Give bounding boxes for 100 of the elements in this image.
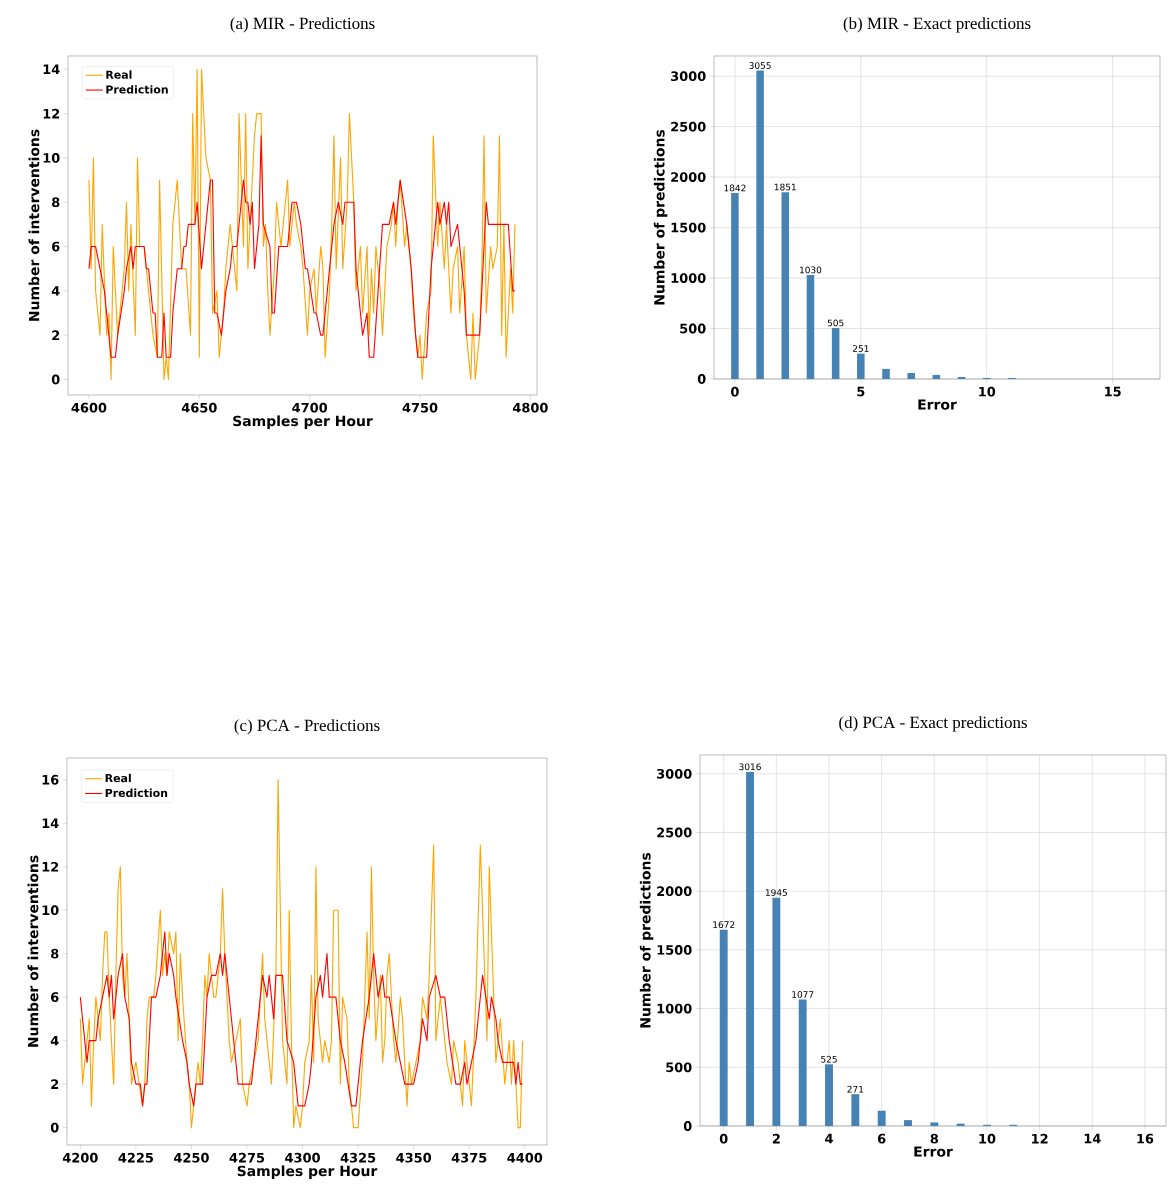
x-tick-label: 4350 bbox=[396, 1152, 432, 1163]
x-tick-label: 4 bbox=[825, 1133, 833, 1144]
y-tick-label: 0 bbox=[51, 374, 60, 385]
x-tick-label: 4300 bbox=[285, 1152, 320, 1163]
data-label: 525 bbox=[821, 1055, 837, 1063]
bar bbox=[957, 376, 966, 379]
bar bbox=[781, 192, 790, 379]
x-tick-label: 14 bbox=[1084, 1133, 1101, 1144]
y-tick-label: 1500 bbox=[657, 944, 692, 955]
data-label: 251 bbox=[852, 345, 869, 352]
y-tick-label: 500 bbox=[666, 1062, 692, 1073]
x-axis-title: Error bbox=[918, 399, 957, 410]
x-tick-label: 10 bbox=[979, 386, 996, 397]
x-axis-title: Error bbox=[914, 1146, 953, 1157]
y-tick-label: 2000 bbox=[671, 172, 706, 183]
x-axis-title: Samples per Hour bbox=[237, 1165, 378, 1179]
y-tick-label: 14 bbox=[42, 818, 59, 828]
x-tick-label: 4400 bbox=[507, 1152, 543, 1163]
y-tick-label: 2500 bbox=[671, 121, 706, 132]
y-tick-label: 2500 bbox=[657, 827, 692, 838]
x-axis-title: Samples per Hour bbox=[233, 415, 373, 429]
bar bbox=[731, 193, 739, 379]
y-tick-label: 2 bbox=[51, 1079, 59, 1089]
y-tick-label: 3000 bbox=[657, 768, 692, 779]
bar bbox=[746, 771, 754, 1126]
x-tick-label: 5 bbox=[857, 386, 865, 397]
bar bbox=[851, 1094, 860, 1126]
x-tick-label: 4275 bbox=[229, 1152, 265, 1163]
x-tick-label: 4800 bbox=[512, 402, 548, 413]
bar bbox=[907, 372, 915, 379]
y-tick-label: 10 bbox=[43, 153, 60, 163]
x-tick-label: 4250 bbox=[174, 1152, 209, 1163]
x-tick-label: 6 bbox=[877, 1133, 886, 1144]
y-axis-title: Number of predictions bbox=[639, 852, 654, 1028]
x-tick-label: 0 bbox=[731, 386, 739, 397]
x-tick-label: 4700 bbox=[292, 402, 328, 413]
chart-title: (d) PCA - Exact predictions bbox=[839, 716, 1027, 732]
bar bbox=[904, 1120, 912, 1126]
y-tick-label: 8 bbox=[51, 948, 59, 959]
bar bbox=[932, 374, 941, 379]
data-label: 1945 bbox=[765, 889, 787, 896]
bar bbox=[825, 1064, 833, 1126]
x-tick-label: 4750 bbox=[402, 402, 438, 413]
y-tick-label: 0 bbox=[683, 1121, 692, 1131]
data-label: 1030 bbox=[800, 266, 822, 274]
x-tick-label: 4325 bbox=[340, 1152, 376, 1163]
y-tick-label: 12 bbox=[42, 861, 59, 872]
x-tick-label: 2 bbox=[772, 1133, 780, 1144]
bar bbox=[877, 1110, 886, 1126]
y-tick-label: 2000 bbox=[657, 886, 692, 897]
x-tick-label: 4200 bbox=[62, 1152, 98, 1163]
data-label: 505 bbox=[827, 319, 844, 327]
bar bbox=[831, 328, 840, 379]
data-label: 3016 bbox=[739, 763, 761, 771]
chart-title: (a) MIR - Predictions bbox=[230, 17, 375, 33]
y-tick-label: 14 bbox=[43, 64, 60, 74]
bar bbox=[857, 353, 865, 379]
x-tick-label: 8 bbox=[930, 1133, 939, 1144]
y-tick-label: 4 bbox=[51, 286, 60, 296]
y-tick-label: 6 bbox=[51, 992, 59, 1003]
data-label: 3055 bbox=[749, 62, 771, 69]
x-tick-label: 12 bbox=[1032, 1133, 1048, 1144]
y-tick-label: 16 bbox=[42, 774, 59, 785]
y-axis-title: Number of interventions bbox=[28, 129, 40, 321]
x-tick-label: 15 bbox=[1105, 386, 1121, 397]
y-tick-label: 4 bbox=[50, 1035, 59, 1046]
y-tick-label: 0 bbox=[697, 374, 706, 384]
x-tick-label: 4650 bbox=[181, 402, 217, 413]
y-tick-label: 1500 bbox=[671, 222, 706, 233]
data-label: 1672 bbox=[713, 921, 735, 928]
y-tick-label: 3000 bbox=[671, 71, 706, 82]
legend-label: Real bbox=[106, 70, 132, 79]
legend-label: Prediction bbox=[106, 85, 168, 94]
bar bbox=[882, 368, 890, 379]
bar bbox=[930, 1122, 939, 1126]
x-tick-label: 4600 bbox=[71, 402, 107, 413]
y-tick-label: 1000 bbox=[671, 273, 706, 283]
chart-title: (c) PCA - Predictions bbox=[234, 719, 380, 735]
y-tick-label: 500 bbox=[680, 323, 706, 334]
legend-label: Real bbox=[105, 773, 131, 783]
bar bbox=[772, 897, 781, 1126]
y-tick-label: 1000 bbox=[657, 1003, 692, 1014]
bar bbox=[806, 275, 815, 379]
chart-title: (b) MIR - Exact predictions bbox=[843, 17, 1031, 33]
y-tick-label: 8 bbox=[52, 197, 60, 208]
legend-label: Prediction bbox=[105, 788, 168, 798]
bar bbox=[719, 929, 728, 1126]
y-tick-label: 12 bbox=[43, 108, 60, 119]
x-tick-label: 16 bbox=[1137, 1133, 1154, 1144]
y-tick-label: 10 bbox=[42, 905, 59, 916]
data-label: 1851 bbox=[774, 183, 796, 191]
x-tick-label: 4225 bbox=[118, 1152, 154, 1163]
y-tick-label: 6 bbox=[52, 241, 60, 252]
x-tick-label: 4375 bbox=[451, 1152, 487, 1163]
bar bbox=[798, 999, 807, 1126]
y-tick-label: 2 bbox=[52, 330, 60, 340]
bar bbox=[756, 70, 764, 379]
y-axis-title: Number of interventions bbox=[27, 855, 39, 1047]
data-label: 271 bbox=[847, 1085, 864, 1093]
data-label: 1077 bbox=[792, 991, 814, 998]
